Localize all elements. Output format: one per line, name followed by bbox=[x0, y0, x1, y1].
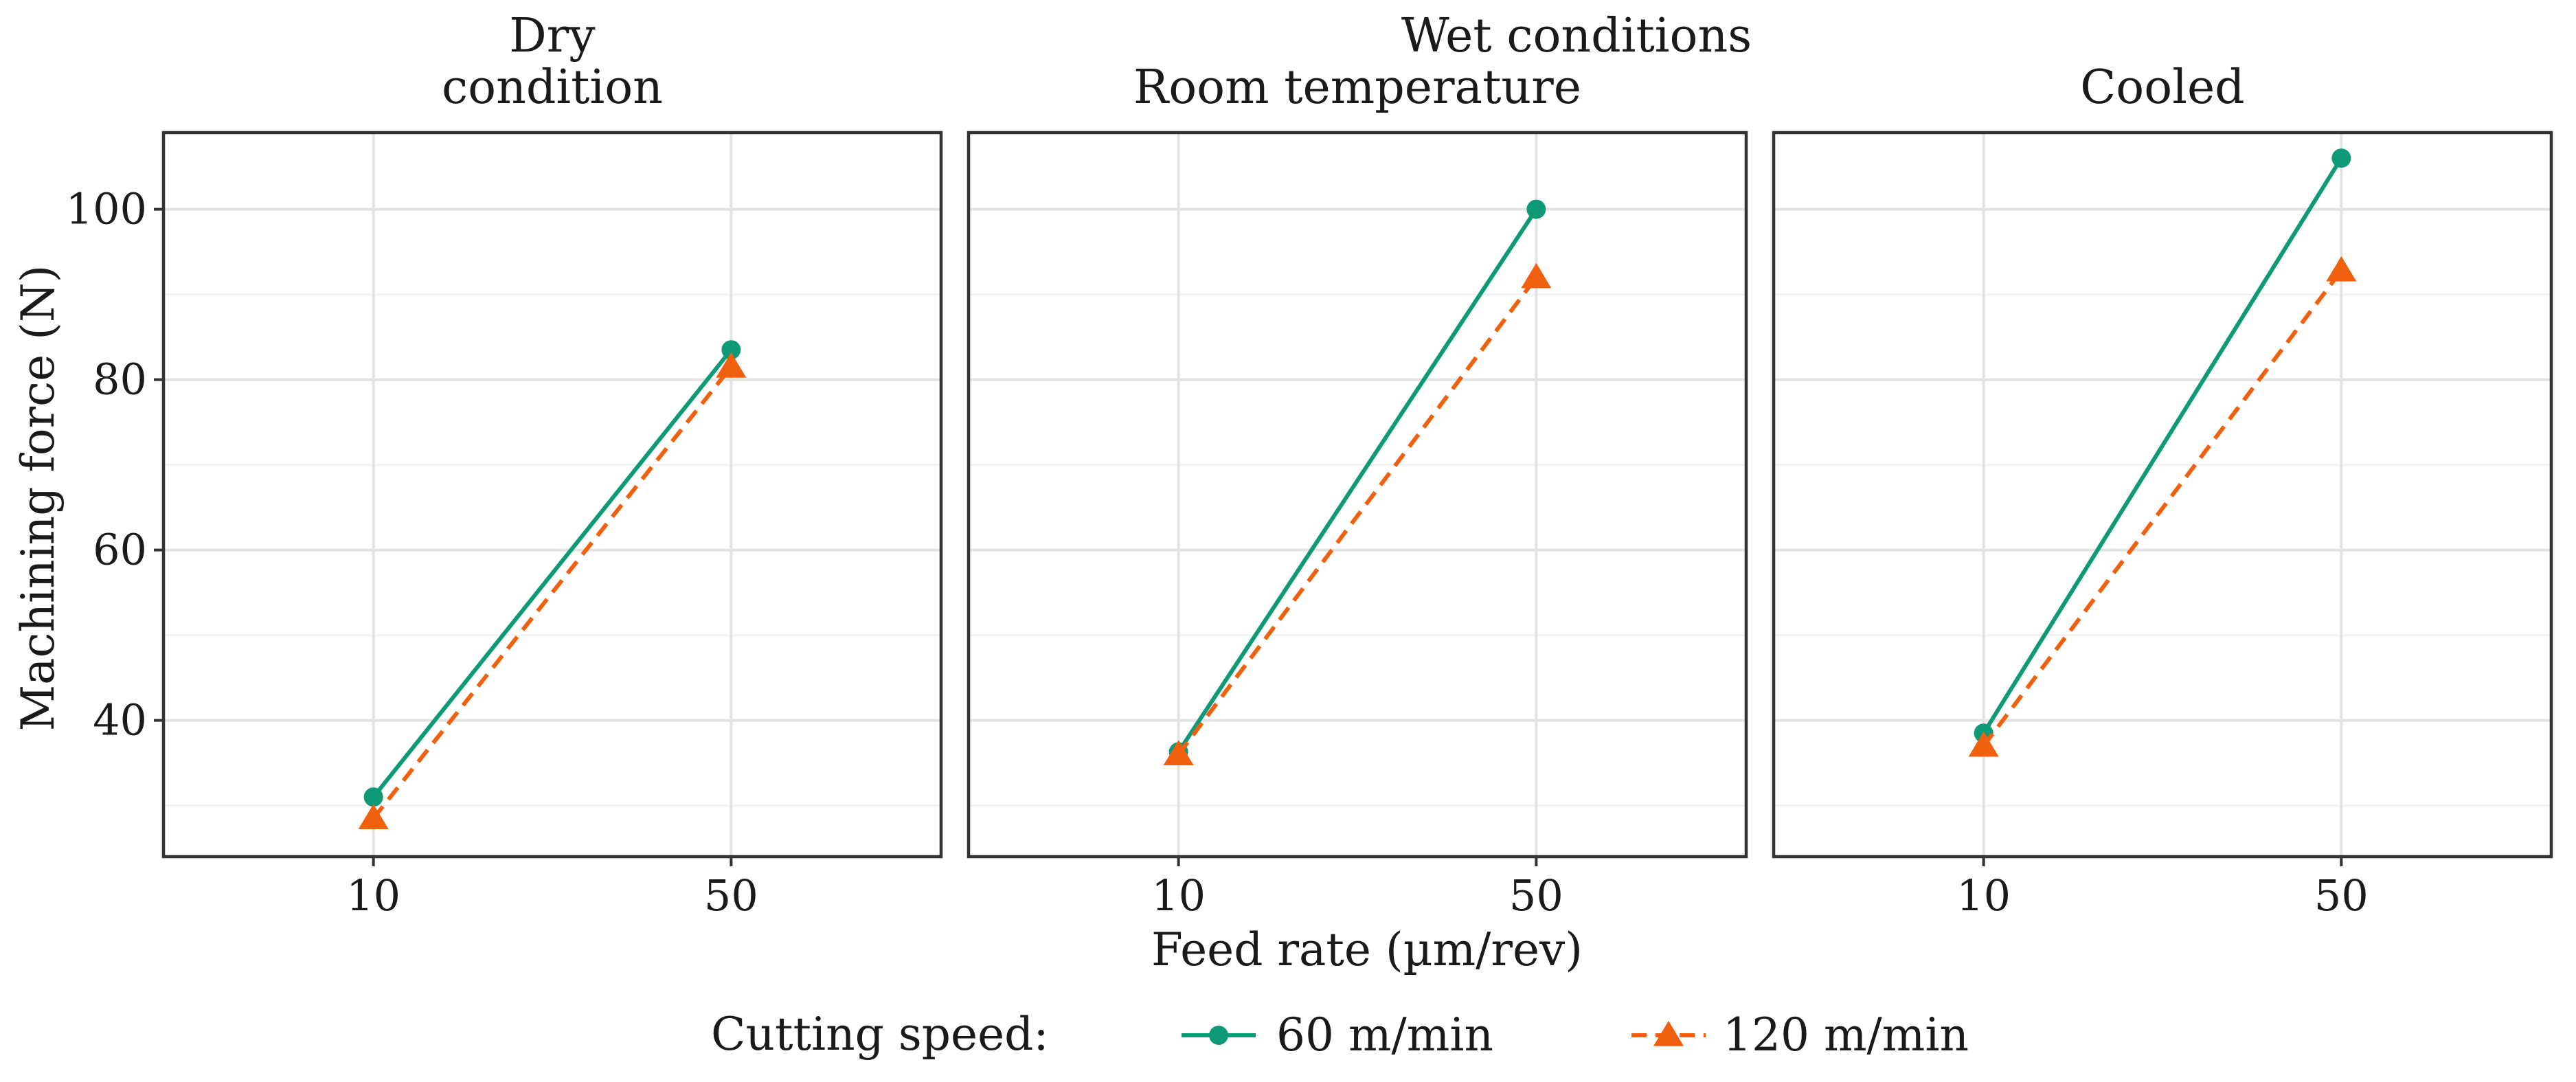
panel-1-point-60-50 bbox=[721, 340, 741, 360]
y-axis-title: Machining force (N) bbox=[12, 265, 65, 732]
panel-3-x-tick-label: 50 bbox=[2314, 870, 2369, 921]
panel-2-point-120-50 bbox=[1521, 262, 1552, 289]
y-tick-label: 60 bbox=[93, 525, 147, 575]
legend: 60 m/min 120 m/min bbox=[1182, 1008, 1969, 1061]
legend-label-60: 60 m/min bbox=[1276, 1008, 1493, 1061]
panel-2-series-line-120 bbox=[1177, 276, 1538, 756]
panel-3-point-120-50 bbox=[2326, 256, 2357, 282]
data-layer bbox=[358, 148, 2357, 829]
panel-1-strip-label: Dry bbox=[509, 9, 596, 63]
panel-3-point-120-10 bbox=[1968, 731, 1999, 757]
panel-2-series-line-60 bbox=[1177, 207, 1538, 754]
panel-1-x-tick-label: 10 bbox=[346, 870, 400, 921]
panel-1-strip-label: condition bbox=[442, 60, 663, 115]
panel-1-series-line-120 bbox=[372, 365, 733, 820]
frame-layer bbox=[154, 131, 2553, 866]
panel-3-strip-label: Cooled bbox=[2080, 60, 2244, 115]
x-axis-title: Feed rate (µm/rev) bbox=[1151, 923, 1583, 976]
panel-1-series-line-60 bbox=[372, 348, 733, 799]
panel-1-point-120-10 bbox=[358, 804, 389, 829]
panel-3-series-line-120 bbox=[1982, 269, 2343, 747]
panel-2-x-tick-label: 50 bbox=[1509, 870, 1563, 921]
wet-conditions-title: Wet conditions bbox=[1401, 9, 1752, 63]
panel-2-point-120-10 bbox=[1163, 740, 1194, 765]
legend-key-marker-120 bbox=[1653, 1021, 1684, 1046]
panel-2-border bbox=[967, 131, 1748, 859]
text-layer: Wet conditions Feed rate (µm/rev) Machin… bbox=[12, 9, 2369, 1061]
y-tick-label: 80 bbox=[93, 354, 147, 405]
panel-1-border bbox=[161, 131, 943, 859]
panel-3-point-60-50 bbox=[2331, 148, 2351, 168]
panel-2-x-tick-label: 10 bbox=[1151, 870, 1206, 921]
legend-key-marker-60 bbox=[1209, 1026, 1228, 1045]
legend-title: Cutting speed: bbox=[711, 1008, 1049, 1061]
panel-1-point-60-10 bbox=[363, 787, 383, 807]
panel-1-point-120-50 bbox=[716, 352, 747, 378]
y-tick-label: 40 bbox=[93, 695, 147, 745]
y-tick-label: 100 bbox=[66, 184, 147, 234]
panel-3-series-line-60 bbox=[1982, 157, 2343, 734]
legend-label-120: 120 m/min bbox=[1723, 1008, 1969, 1061]
panel-2-point-60-50 bbox=[1526, 199, 1546, 219]
panel-1-x-tick-label: 50 bbox=[704, 870, 758, 921]
panel-3-x-tick-label: 10 bbox=[1956, 870, 2011, 921]
panel-3-border bbox=[1772, 131, 2553, 859]
grid-layer bbox=[163, 133, 2551, 857]
panel-2-strip-label: Room temperature bbox=[1133, 60, 1581, 115]
